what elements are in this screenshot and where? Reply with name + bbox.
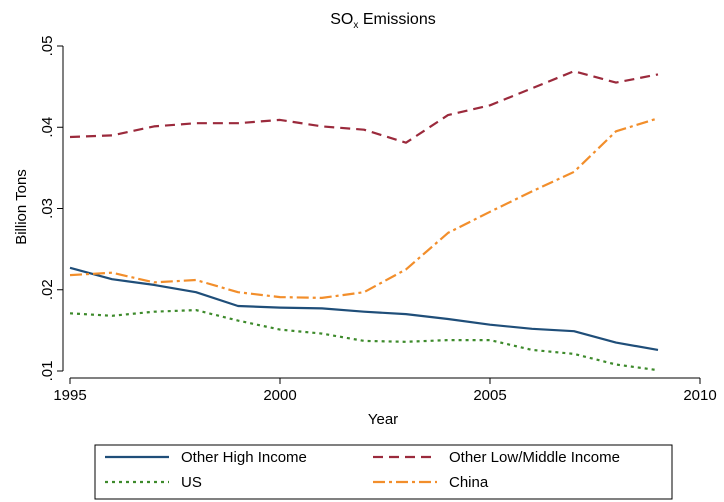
legend-box xyxy=(94,444,673,500)
legend-label: China xyxy=(449,474,489,491)
x-tick-label: 2010 xyxy=(683,387,716,404)
y-axis: .01 .02 .03 .04 .05 xyxy=(39,36,64,382)
series-line-china xyxy=(69,117,659,299)
y-tick-label: .05 xyxy=(39,36,56,57)
chart-title: SOx Emissions xyxy=(330,11,435,31)
plot-area xyxy=(69,70,659,372)
x-tick-label: 2000 xyxy=(263,387,296,404)
series-line-other-low-middle-income xyxy=(69,70,659,144)
series-line-us xyxy=(69,309,659,372)
legend: Other High Income Other Low/Middle Income… xyxy=(94,444,673,500)
y-tick-label: .01 xyxy=(39,361,56,382)
x-tick-label: 2005 xyxy=(473,387,506,404)
x-tick-label: 1995 xyxy=(53,387,86,404)
x-axis: 1995 2000 2005 2010 xyxy=(53,377,717,404)
y-tick-label: .03 xyxy=(39,198,56,219)
legend-label: Other High Income xyxy=(181,449,307,466)
x-axis-label: Year xyxy=(368,411,398,428)
series-line-other-high-income xyxy=(69,266,659,351)
legend-label: Other Low/Middle Income xyxy=(449,449,620,466)
y-tick-label: .04 xyxy=(39,117,56,138)
y-axis-label: Billion Tons xyxy=(13,169,30,245)
legend-label: US xyxy=(181,474,202,491)
y-tick-label: .02 xyxy=(39,279,56,300)
